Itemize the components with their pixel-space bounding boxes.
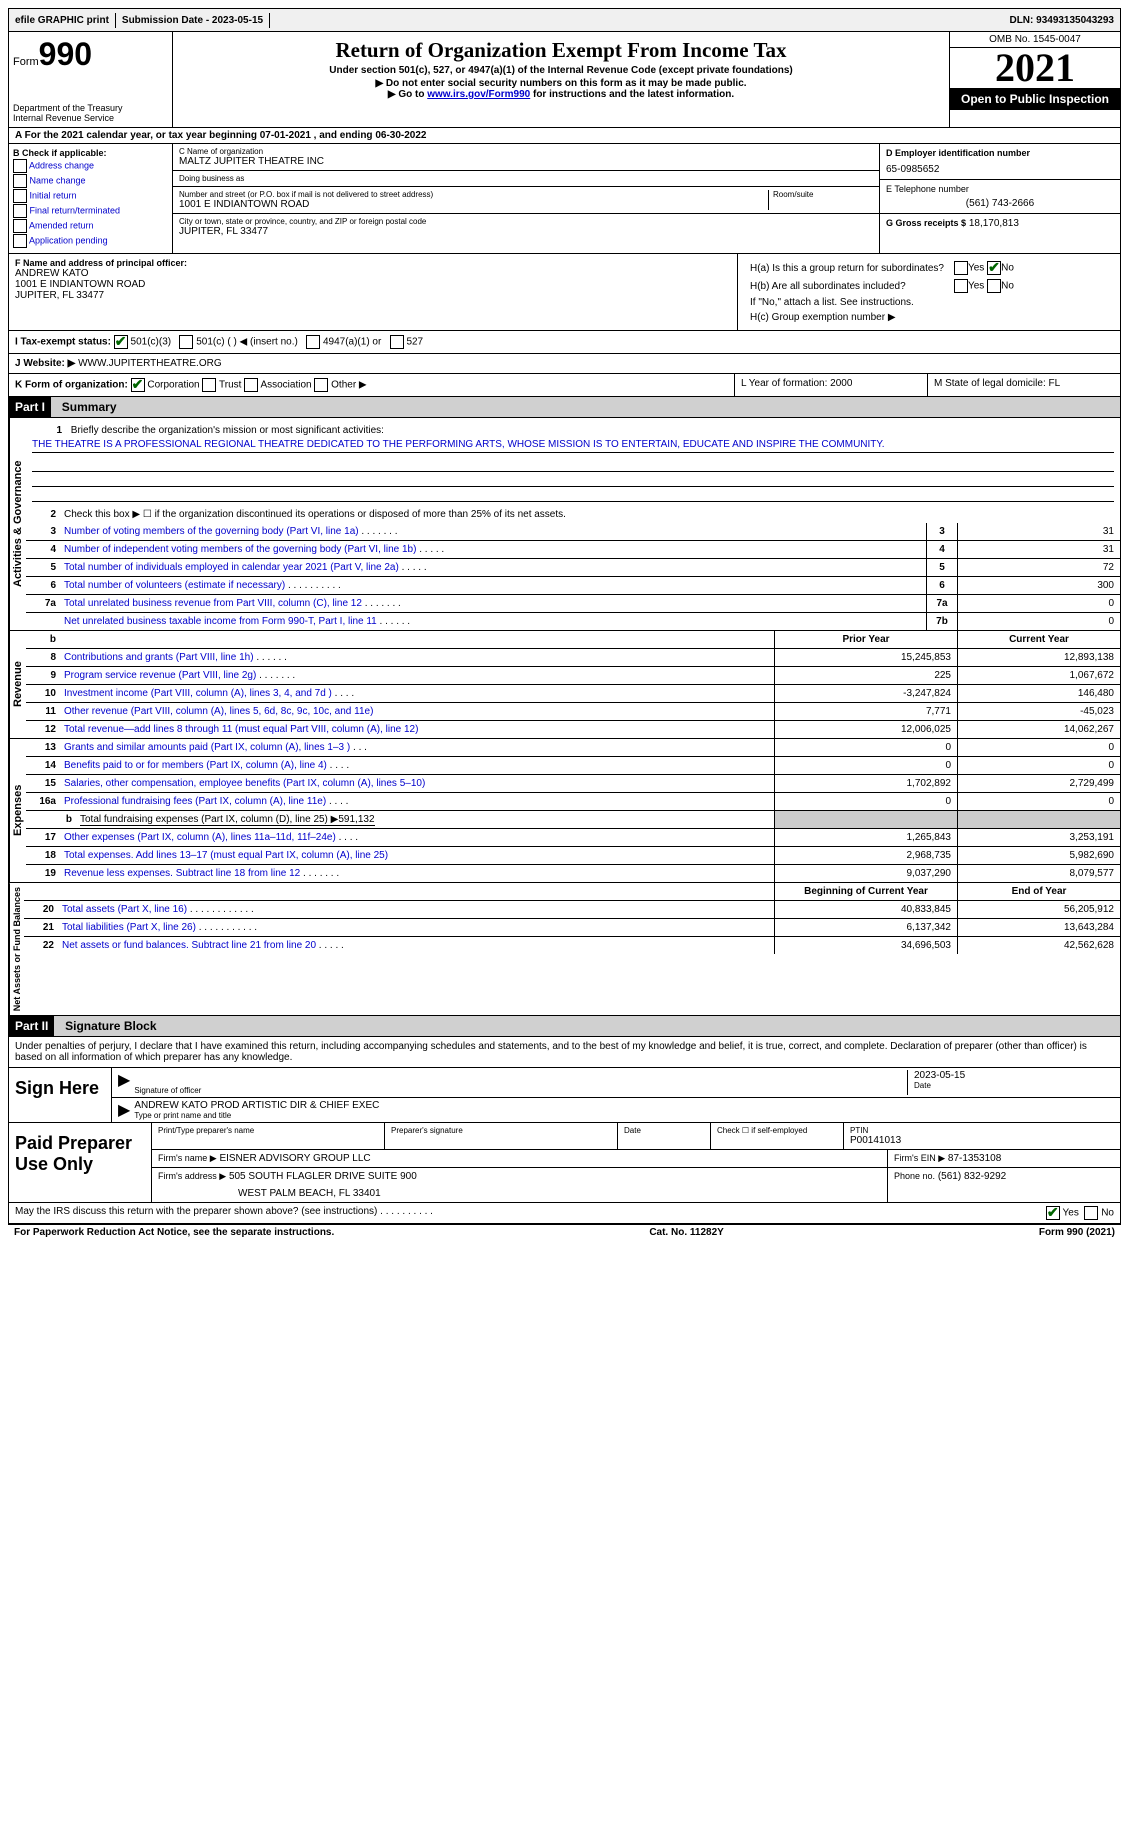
paid-preparer-section: Paid Preparer Use Only Print/Type prepar… — [8, 1123, 1121, 1203]
section-bcd: B Check if applicable: Address change Na… — [8, 144, 1121, 254]
row-k: K Form of organization: Corporation Trus… — [8, 374, 1121, 397]
room-label: Room/suite — [773, 190, 873, 199]
officer-signed-name: ANDREW KATO PROD ARTISTIC DIR & CHIEF EX… — [134, 1100, 1114, 1111]
note-ssn: ▶ Do not enter social security numbers o… — [177, 78, 945, 89]
line1-label: Briefly describe the organization's miss… — [71, 425, 384, 436]
org-name: MALTZ JUPITER THEATRE INC — [179, 156, 873, 167]
efile-link[interactable]: efile GRAPHIC print — [9, 13, 116, 28]
v7a: 0 — [957, 595, 1120, 612]
dln: DLN: 93493135043293 — [1003, 13, 1120, 28]
check-other[interactable] — [314, 378, 328, 392]
discuss-yes[interactable] — [1046, 1206, 1060, 1220]
dba-label: Doing business as — [179, 174, 873, 183]
irs-label: Internal Revenue Service — [13, 113, 168, 123]
footer: For Paperwork Reduction Act Notice, see … — [8, 1224, 1121, 1240]
v6: 300 — [957, 577, 1120, 594]
discuss-no[interactable] — [1084, 1206, 1098, 1220]
form-header: Form990 Department of the Treasury Inter… — [8, 32, 1121, 128]
check-name: Name change — [13, 174, 168, 188]
hb-note: If "No," attach a list. See instructions… — [746, 296, 1018, 309]
ein-value: 65-0985652 — [886, 164, 1114, 175]
check-assoc[interactable] — [244, 378, 258, 392]
officer-city: JUPITER, FL 33477 — [15, 290, 731, 301]
gross-label: G Gross receipts $ — [886, 218, 966, 228]
check-527[interactable] — [390, 335, 404, 349]
gross-value: 18,170,813 — [969, 218, 1019, 229]
part2-header: Part II Signature Block — [8, 1016, 1121, 1037]
irs-link[interactable]: www.irs.gov/Form990 — [427, 89, 530, 100]
row-a-period: A For the 2021 calendar year, or tax yea… — [8, 128, 1121, 144]
form-number: 990 — [39, 36, 92, 72]
form-label: Form — [13, 56, 39, 68]
state-domicile: M State of legal domicile: FL — [928, 374, 1120, 396]
section-fh: F Name and address of principal officer:… — [8, 254, 1121, 331]
check-501c3[interactable] — [114, 335, 128, 349]
ha-label: H(a) Is this a group return for subordin… — [746, 260, 948, 276]
officer-street: 1001 E INDIANTOWN ROAD — [15, 279, 731, 290]
expenses-section: Expenses 13Grants and similar amounts pa… — [8, 739, 1121, 883]
row-j: J Website: ▶ WWW.JUPITERTHEATRE.ORG — [8, 354, 1121, 374]
discuss-row: May the IRS discuss this return with the… — [8, 1203, 1121, 1224]
ha-yes[interactable] — [954, 261, 968, 275]
col-b-title: B Check if applicable: — [13, 148, 168, 158]
v4: 31 — [957, 541, 1120, 558]
check-final: Final return/terminated — [13, 204, 168, 218]
form-title: Return of Organization Exempt From Incom… — [177, 38, 945, 63]
year-formation: L Year of formation: 2000 — [735, 374, 928, 396]
city-value: JUPITER, FL 33477 — [179, 226, 873, 237]
submission-date: Submission Date - 2023-05-15 — [116, 13, 270, 28]
officer-label: F Name and address of principal officer: — [15, 258, 731, 268]
ha-no[interactable] — [987, 261, 1001, 275]
check-amended: Amended return — [13, 219, 168, 233]
signature-declaration: Under penalties of perjury, I declare th… — [8, 1037, 1121, 1068]
row-i: I Tax-exempt status: 501(c)(3) 501(c) ( … — [8, 331, 1121, 354]
hb-no[interactable] — [987, 279, 1001, 293]
phone-value: (561) 743-2666 — [886, 198, 1114, 209]
revenue-section: Revenue bPrior YearCurrent Year 8Contrib… — [8, 631, 1121, 739]
topbar: efile GRAPHIC print Submission Date - 20… — [8, 8, 1121, 32]
website-value: WWW.JUPITERTHEATRE.ORG — [78, 358, 222, 369]
sign-here-section: Sign Here ▶ Signature of officer 2023-05… — [8, 1068, 1121, 1123]
v3: 31 — [957, 523, 1120, 540]
check-501c[interactable] — [179, 335, 193, 349]
check-pending: Application pending — [13, 234, 168, 248]
form-subtitle: Under section 501(c), 527, or 4947(a)(1)… — [177, 65, 945, 76]
mission-text: THE THEATRE IS A PROFESSIONAL REGIONAL T… — [32, 439, 1114, 453]
street-label: Number and street (or P.O. box if mail i… — [179, 190, 768, 199]
check-trust[interactable] — [202, 378, 216, 392]
check-corp[interactable] — [131, 378, 145, 392]
activities-governance-section: Activities & Governance 1 Briefly descri… — [8, 418, 1121, 631]
part1-header: Part I Summary — [8, 397, 1121, 418]
ein-label: D Employer identification number — [886, 148, 1114, 158]
street-value: 1001 E INDIANTOWN ROAD — [179, 199, 768, 210]
open-public: Open to Public Inspection — [950, 88, 1120, 110]
v7b: 0 — [957, 613, 1120, 630]
officer-name: ANDREW KATO — [15, 268, 731, 279]
dept-label: Department of the Treasury — [13, 103, 168, 113]
phone-label: E Telephone number — [886, 184, 1114, 194]
v5: 72 — [957, 559, 1120, 576]
hb-label: H(b) Are all subordinates included? — [746, 278, 948, 294]
org-name-label: C Name of organization — [179, 147, 873, 156]
hb-yes[interactable] — [954, 279, 968, 293]
tax-year: 2021 — [950, 48, 1120, 88]
net-assets-section: Net Assets or Fund Balances Beginning of… — [8, 883, 1121, 1016]
line2: Check this box ▶ ☐ if the organization d… — [62, 506, 1120, 523]
hc-label: H(c) Group exemption number ▶ — [746, 311, 1018, 324]
city-label: City or town, state or province, country… — [179, 217, 873, 226]
check-4947[interactable] — [306, 335, 320, 349]
check-address: Address change — [13, 159, 168, 173]
check-initial: Initial return — [13, 189, 168, 203]
